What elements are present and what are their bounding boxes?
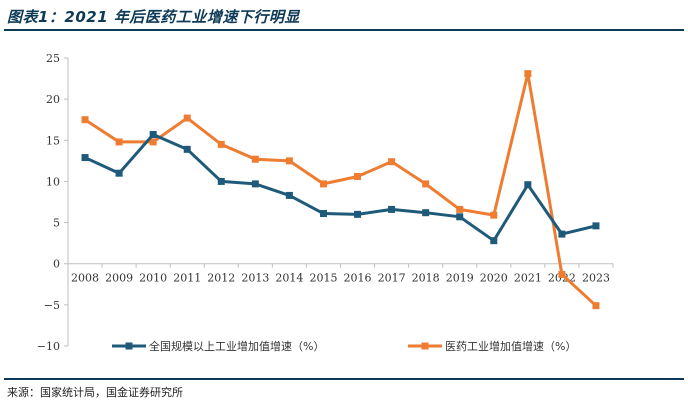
title-divider bbox=[4, 29, 684, 31]
data-point bbox=[217, 140, 225, 148]
data-point bbox=[456, 213, 464, 221]
data-point bbox=[251, 155, 259, 163]
data-point bbox=[217, 177, 225, 185]
data-point bbox=[285, 157, 293, 165]
legend-marker bbox=[125, 342, 133, 350]
data-point bbox=[524, 70, 532, 78]
x-tick-label: 2013 bbox=[241, 272, 269, 285]
data-point bbox=[490, 237, 498, 245]
data-point bbox=[149, 131, 157, 139]
x-tick-label: 2015 bbox=[309, 272, 337, 285]
data-point bbox=[558, 270, 566, 278]
data-point bbox=[81, 116, 89, 124]
legend-label: 医药工业增加值增速（%） bbox=[445, 339, 576, 353]
data-point bbox=[422, 180, 430, 188]
x-tick-label: 2012 bbox=[207, 272, 235, 285]
y-tick-label: −5 bbox=[44, 299, 60, 312]
x-tick-label: 2017 bbox=[378, 272, 406, 285]
x-tick-label: 2014 bbox=[275, 272, 303, 285]
x-tick-label: 2010 bbox=[139, 272, 167, 285]
data-point bbox=[558, 230, 566, 238]
y-tick-label: 10 bbox=[46, 175, 60, 188]
legend-marker bbox=[421, 342, 429, 350]
y-tick-label: −10 bbox=[37, 340, 60, 353]
series-line-0 bbox=[84, 133, 597, 243]
data-point bbox=[422, 209, 430, 217]
x-tick-label: 2016 bbox=[344, 272, 372, 285]
data-point bbox=[319, 180, 327, 188]
chart-series bbox=[81, 70, 600, 310]
data-point bbox=[149, 138, 157, 146]
data-point bbox=[592, 302, 600, 310]
data-point bbox=[456, 205, 464, 213]
y-tick-label: 5 bbox=[53, 217, 60, 230]
data-point bbox=[251, 180, 259, 188]
x-tick-label: 2008 bbox=[71, 272, 99, 285]
chart-legend: 全国规模以上工业增加值增速（%） 医药工业增加值增速（%） bbox=[112, 339, 576, 353]
legend-label: 全国规模以上工业增加值增速（%） bbox=[149, 339, 324, 353]
y-tick-label: 15 bbox=[46, 134, 60, 147]
x-tick-label: 2020 bbox=[480, 272, 508, 285]
data-point bbox=[81, 154, 89, 162]
data-point bbox=[115, 138, 123, 146]
series-line-1 bbox=[84, 72, 597, 307]
data-point bbox=[592, 222, 600, 230]
y-tick-label: 25 bbox=[46, 52, 60, 65]
data-point bbox=[183, 145, 191, 153]
x-tick-label: 2009 bbox=[105, 272, 133, 285]
data-point bbox=[115, 169, 123, 177]
x-tick-label: 2018 bbox=[412, 272, 440, 285]
x-tick-label: 2021 bbox=[514, 272, 542, 285]
data-point bbox=[319, 210, 327, 218]
data-point bbox=[354, 172, 362, 180]
data-point bbox=[285, 191, 293, 199]
data-point bbox=[354, 210, 362, 218]
data-point bbox=[490, 211, 498, 219]
footer-divider bbox=[4, 378, 684, 380]
data-point bbox=[388, 205, 396, 213]
x-tick-label: 2019 bbox=[446, 272, 474, 285]
chart-title: 图表1：2021 年后医药工业增速下行明显 bbox=[7, 8, 300, 26]
x-tick-label: 2023 bbox=[582, 272, 610, 285]
y-tick-label: 0 bbox=[53, 258, 60, 271]
data-point bbox=[524, 181, 532, 189]
data-point bbox=[183, 114, 191, 122]
y-tick-label: 20 bbox=[46, 93, 60, 106]
source-note: 来源：国家统计局，国金证券研究所 bbox=[7, 386, 183, 399]
x-tick-label: 2011 bbox=[173, 272, 201, 285]
data-point bbox=[388, 158, 396, 166]
